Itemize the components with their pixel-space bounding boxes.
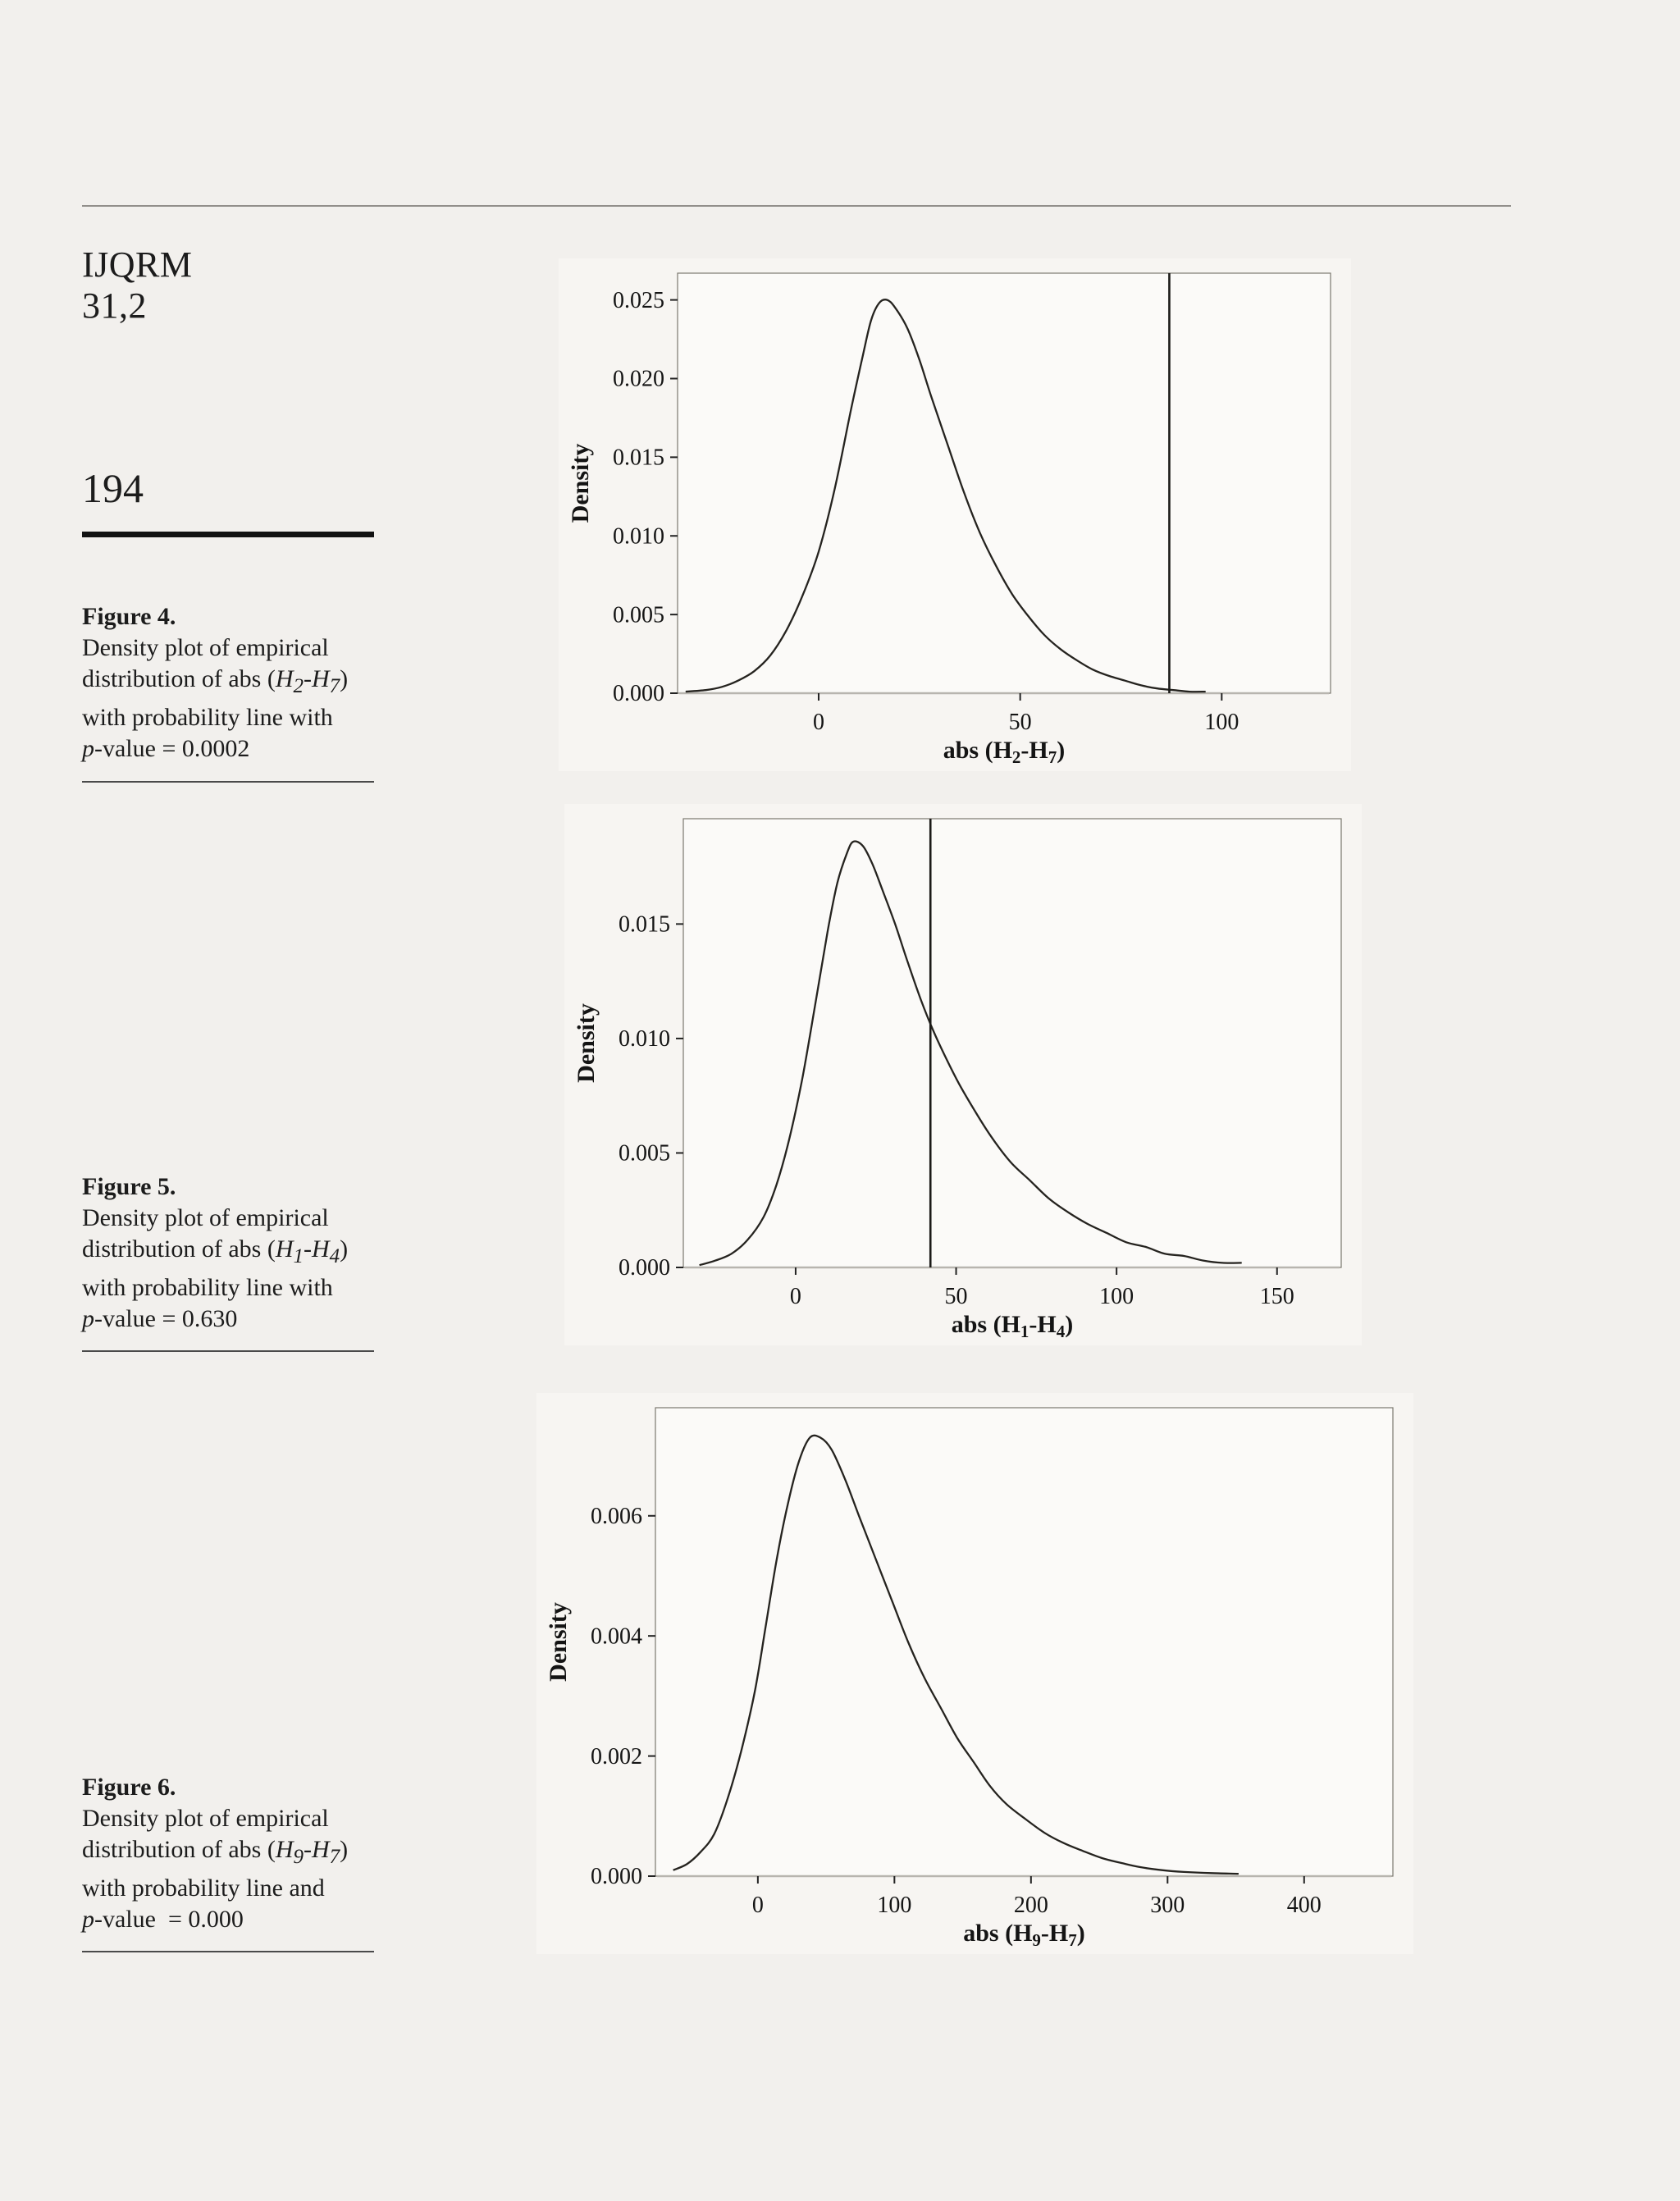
caption-line: p-value = 0.0002 xyxy=(82,735,250,762)
svg-text:abs (H9-H7): abs (H9-H7) xyxy=(963,1920,1085,1950)
svg-text:400: 400 xyxy=(1287,1893,1322,1918)
page-number: 194 xyxy=(82,465,144,511)
journal-issue: 31,2 xyxy=(82,285,147,326)
caption-line: distribution of abs (H2-H7) xyxy=(82,665,349,697)
svg-text:0: 0 xyxy=(752,1893,764,1918)
svg-text:0.000: 0.000 xyxy=(591,1864,642,1889)
svg-text:300: 300 xyxy=(1150,1893,1185,1918)
svg-text:100: 100 xyxy=(1099,1284,1134,1309)
svg-text:0.020: 0.020 xyxy=(613,367,664,392)
figure-6-caption: Figure 6. Density plot of empirical dist… xyxy=(82,1772,410,1935)
figure-6-caption-rule xyxy=(82,1951,374,1952)
svg-text:0.004: 0.004 xyxy=(591,1623,642,1649)
svg-text:0.000: 0.000 xyxy=(619,1255,670,1281)
caption-line: Density plot of empirical xyxy=(82,1805,329,1832)
svg-text:0.010: 0.010 xyxy=(613,523,664,549)
journal-name: IJQRM xyxy=(82,244,193,285)
caption-line: p-value = 0.630 xyxy=(82,1305,238,1332)
svg-text:Density: Density xyxy=(545,1602,572,1682)
svg-text:50: 50 xyxy=(1009,710,1032,735)
figure-5-caption: Figure 5. Density plot of empirical dist… xyxy=(82,1171,410,1335)
figure-5-caption-title: Figure 5. xyxy=(82,1173,176,1200)
figure-4-chart: 0.000 0.005 0.010 0.015 0.020 0.025 0 50 100 abs … xyxy=(559,258,1351,771)
svg-text:0.005: 0.005 xyxy=(619,1141,670,1167)
svg-text:0.000: 0.000 xyxy=(613,681,664,706)
svg-text:0: 0 xyxy=(813,710,824,735)
figure-5-chart: 0.000 0.005 0.010 0.015 0 50 100 150 abs (H1-H4)… xyxy=(564,804,1362,1345)
figure-6-chart: 0.000 0.002 0.004 0.006 0 100 200 300 400 abs (H9… xyxy=(536,1393,1413,1954)
caption-line: with probability line and xyxy=(82,1875,325,1902)
caption-line: distribution of abs (H9-H7) xyxy=(82,1836,349,1868)
svg-text:0.015: 0.015 xyxy=(619,912,670,938)
caption-line: with probability line with xyxy=(82,704,333,731)
page-number-rule xyxy=(82,532,374,537)
svg-text:0.015: 0.015 xyxy=(613,445,664,471)
svg-text:150: 150 xyxy=(1260,1284,1294,1309)
svg-text:Density: Density xyxy=(567,444,594,523)
caption-line: p-value = 0.000 xyxy=(82,1906,244,1933)
caption-line: distribution of abs (H1-H4) xyxy=(82,1235,349,1267)
svg-text:50: 50 xyxy=(945,1284,968,1309)
svg-text:0.005: 0.005 xyxy=(613,602,664,628)
journal-title: IJQRM 31,2 xyxy=(82,244,193,326)
svg-text:0.002: 0.002 xyxy=(591,1744,642,1769)
caption-line: with probability line with xyxy=(82,1274,333,1301)
header-rule xyxy=(82,205,1511,207)
figure-4-caption-rule xyxy=(82,781,374,783)
svg-text:abs (H1-H4): abs (H1-H4) xyxy=(952,1311,1074,1341)
svg-text:0.010: 0.010 xyxy=(619,1026,670,1052)
svg-text:200: 200 xyxy=(1014,1893,1048,1918)
figure-6-caption-title: Figure 6. xyxy=(82,1774,176,1801)
svg-text:0: 0 xyxy=(790,1284,801,1309)
svg-text:abs (H2-H7): abs (H2-H7) xyxy=(943,737,1066,767)
svg-text:100: 100 xyxy=(1204,710,1239,735)
figure-4-caption: Figure 4. Density plot of empirical dist… xyxy=(82,601,410,765)
svg-text:100: 100 xyxy=(877,1893,911,1918)
figure-4-caption-title: Figure 4. xyxy=(82,603,176,630)
figure-5-caption-rule xyxy=(82,1350,374,1352)
svg-text:0.006: 0.006 xyxy=(591,1504,642,1529)
svg-text:0.025: 0.025 xyxy=(613,288,664,313)
caption-line: Density plot of empirical xyxy=(82,1204,329,1231)
svg-text:Density: Density xyxy=(573,1003,600,1083)
caption-line: Density plot of empirical xyxy=(82,634,329,661)
